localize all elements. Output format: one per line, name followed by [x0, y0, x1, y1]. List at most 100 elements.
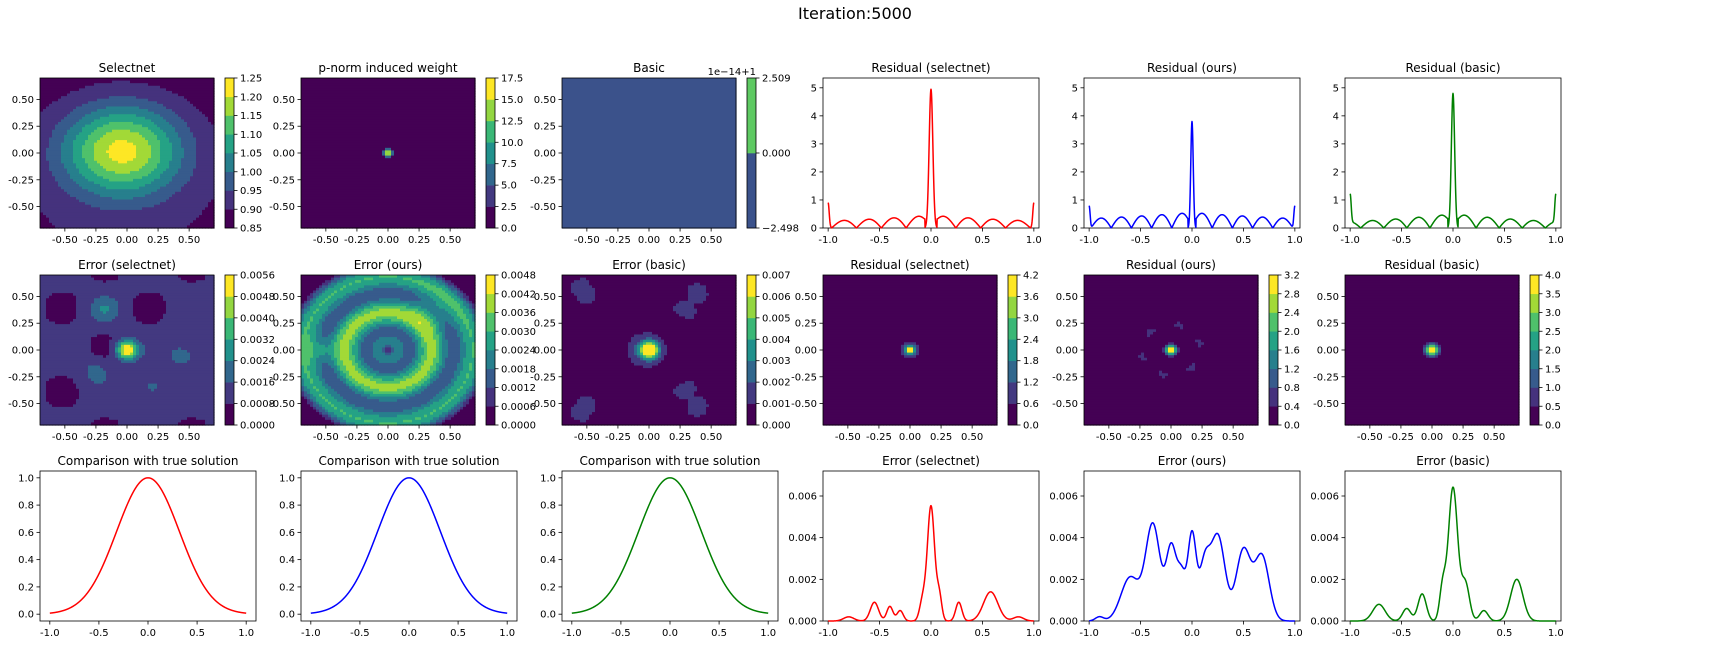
heatmap-cell [79, 101, 83, 105]
heatmap-cell [55, 137, 59, 141]
heatmap-cell [46, 155, 50, 159]
heatmap-cell [91, 93, 95, 97]
heatmap-cell [172, 145, 176, 149]
heatmap-cell [70, 186, 74, 190]
heatmap-cell [133, 155, 137, 159]
heatmap-cell [133, 217, 137, 221]
heatmap-cell [166, 96, 170, 100]
heatmap-cell [133, 222, 137, 227]
heatmap-cell [88, 165, 92, 170]
heatmap-cell [133, 78, 137, 82]
heatmap-cell [154, 163, 158, 167]
heatmap-cell [67, 111, 71, 115]
heatmap-cell [163, 85, 167, 89]
heatmap-cell [157, 222, 161, 227]
heatmap-cell [88, 109, 92, 113]
heatmap-cell [151, 124, 155, 128]
heatmap-cell [43, 93, 47, 97]
heatmap-cell [106, 181, 110, 185]
heatmap-cell [133, 150, 137, 154]
heatmap-cell [175, 85, 179, 89]
heatmap-cell [55, 196, 59, 201]
heatmap-cell [166, 194, 170, 198]
heatmap-cell [124, 153, 128, 157]
heatmap-cell [163, 184, 167, 188]
heatmap-cell [73, 137, 77, 141]
heatmap-cell [133, 186, 137, 190]
heatmap-cell [85, 145, 89, 149]
heatmap-cell [64, 204, 68, 208]
heatmap-cell [73, 189, 77, 193]
heatmap-cell [166, 124, 170, 128]
heatmap-cell [58, 199, 62, 203]
heatmap-cell [91, 103, 95, 108]
heatmap-cell [73, 98, 77, 102]
heatmap-cell [154, 178, 158, 183]
heatmap-cell [181, 137, 185, 141]
heatmap-cell [124, 173, 128, 177]
heatmap-cell [91, 121, 95, 126]
heatmap-cell [67, 178, 71, 183]
heatmap-cell [79, 209, 83, 214]
heatmap-cell [166, 215, 170, 219]
heatmap-cell [76, 225, 80, 229]
heatmap-cell [52, 178, 56, 183]
heatmap-cell [133, 212, 137, 216]
heatmap-cell [136, 132, 140, 136]
heatmap-cell [46, 181, 50, 185]
heatmap-cell [58, 204, 62, 208]
heatmap-cell [46, 158, 50, 162]
heatmap-cell [124, 150, 128, 154]
heatmap-cell [70, 217, 74, 221]
heatmap-cell [118, 88, 122, 92]
heatmap-cell [148, 111, 152, 115]
heatmap-cell [100, 194, 104, 198]
heatmap-cell [178, 137, 182, 141]
heatmap-cell [103, 134, 107, 139]
heatmap-cell [166, 142, 170, 146]
heatmap-cell [109, 90, 113, 95]
heatmap-cell [94, 83, 98, 87]
heatmap-cell [85, 155, 89, 159]
heatmap-cell [163, 78, 167, 82]
heatmap-cell [145, 111, 149, 115]
heatmap-cell [55, 147, 59, 152]
heatmap-cell [76, 145, 80, 149]
heatmap-cell [67, 215, 71, 219]
heatmap-cell [94, 134, 98, 139]
heatmap-cell [121, 196, 125, 201]
heatmap-cell [121, 209, 125, 214]
heatmap-cell [43, 178, 47, 183]
heatmap-cell [97, 186, 101, 190]
heatmap-cell [151, 83, 155, 87]
heatmap-cell [121, 181, 125, 185]
heatmap-cell [79, 124, 83, 128]
heatmap-cell [160, 83, 164, 87]
heatmap-cell [133, 145, 137, 149]
heatmap-cell [145, 140, 149, 144]
heatmap-cell [121, 189, 125, 193]
heatmap-cell [136, 109, 140, 113]
heatmap-cell [178, 119, 182, 123]
heatmap-cell [169, 85, 173, 89]
heatmap-cell [115, 134, 119, 139]
heatmap-cell [79, 184, 83, 188]
heatmap-cell [64, 78, 68, 82]
heatmap-cell [76, 171, 80, 175]
heatmap-cell [127, 129, 131, 133]
heatmap-cell [115, 132, 119, 136]
heatmap-cell [109, 111, 113, 115]
heatmap-cell [145, 160, 149, 164]
heatmap-cell [151, 217, 155, 221]
heatmap-cell [166, 129, 170, 133]
heatmap-cell [67, 204, 71, 208]
heatmap-cell [112, 186, 116, 190]
heatmap-cell [151, 106, 155, 110]
heatmap-cell [79, 132, 83, 136]
heatmap-cell [73, 109, 77, 113]
heatmap-cell [169, 199, 173, 203]
heatmap-cell [55, 134, 59, 139]
heatmap-cell [127, 194, 131, 198]
heatmap-cell [151, 181, 155, 185]
heatmap-cell [175, 176, 179, 180]
